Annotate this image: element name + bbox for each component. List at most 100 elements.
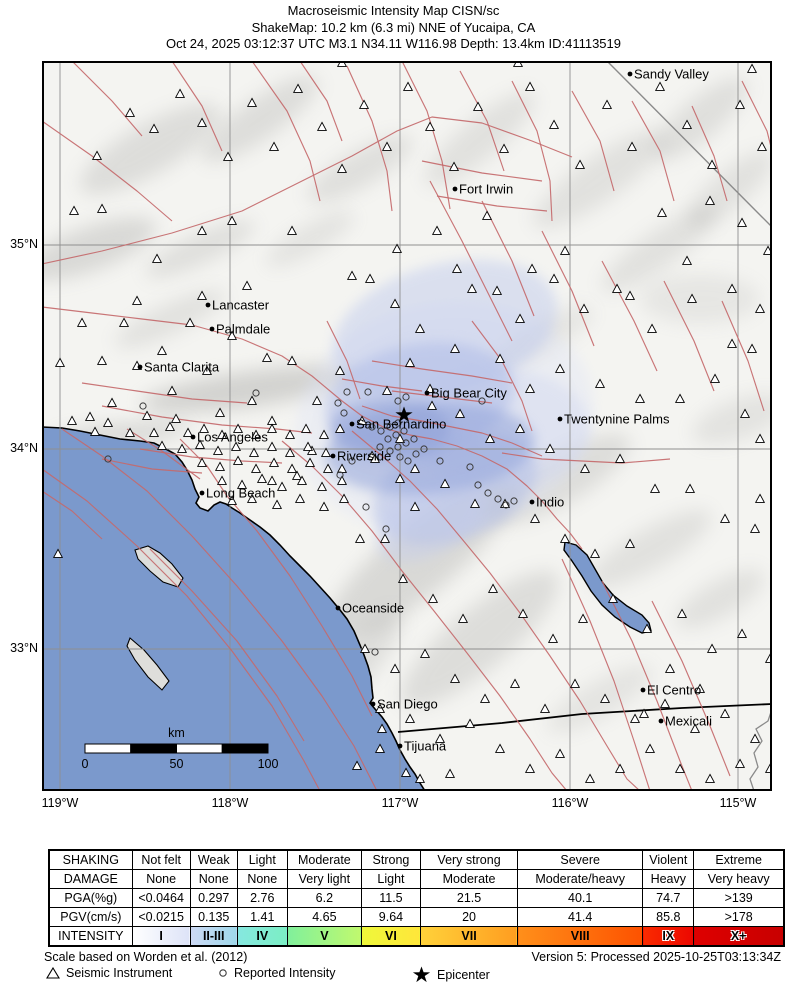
city-label: Palmdale [216,322,270,337]
seismic-station-marker [148,427,160,437]
seismic-station-marker [316,121,328,131]
seismic-station-marker [271,499,283,509]
table-row-damage: DAMAGE None None None Very light Light Moderat… [48,869,785,889]
seismic-station-marker [749,523,761,533]
seismic-station-marker [351,760,363,770]
terrain-shading [588,509,712,589]
table-cell: 41.4 [517,907,644,927]
seismic-station-marker [76,317,88,327]
legend-seismic-instrument: Seismic Instrument [46,966,172,980]
x-axis-tick: 116°W [551,796,589,810]
reported-intensity-marker [252,389,260,397]
terrain-shading [145,220,255,278]
seismic-station-marker [184,317,196,327]
table-cell: Violent [642,849,695,870]
city-label: Riverside [337,449,391,464]
seismic-station-marker [548,273,560,283]
fault-line [721,300,765,412]
city-label: Fort Irwin [459,182,513,197]
seismic-station-marker [569,678,581,688]
seismic-station-marker [638,708,650,718]
fault-line [171,61,223,152]
seismic-station-marker [544,443,556,453]
seismic-station-marker [734,99,746,109]
table-cell: IV [236,926,288,947]
seismic-station-marker [706,643,718,653]
city-dot [529,499,535,505]
y-axis-tick: 33°N [10,641,38,655]
seismic-station-marker [756,141,768,151]
island [126,637,170,691]
seismic-station-marker [454,408,466,418]
triangle-icon [46,967,60,979]
seismic-station-marker [746,343,758,353]
row-label: PGV(cm/s) [48,907,133,927]
seismic-station-marker [374,703,386,713]
seismic-station-marker [354,533,366,543]
city-dot [205,302,211,308]
table-cell: Not felt [131,849,191,870]
reported-intensity-marker [436,457,444,465]
seismic-station-marker [226,495,238,505]
x-axis-tick: 119°W [41,796,79,810]
terrain-shading [533,129,667,229]
seismic-station-marker [248,447,260,457]
seismic-station-marker [397,573,409,583]
table-cell: None [236,869,288,889]
table-cell: 0.297 [189,888,238,908]
reported-intensity-marker [376,443,384,451]
seismic-station-marker [749,733,761,743]
table-cell: I [131,926,191,947]
table-cell: 21.5 [419,888,519,908]
seismic-station-marker [646,323,658,333]
reported-intensity-marker [334,399,342,407]
seismic-station-marker [356,415,368,425]
seismic-station-marker [409,463,421,473]
seismic-station-marker [294,493,306,503]
fault-line [42,490,103,540]
seismic-station-marker [424,121,436,131]
seismic-station-marker [198,423,210,433]
seismic-station-marker [656,207,668,217]
city-dot [658,718,664,724]
seismic-station-marker [466,283,478,293]
seismic-station-marker [554,748,566,758]
fault-line [651,600,731,777]
seismic-station-marker [684,483,696,493]
seismic-station-marker [674,393,686,403]
seismic-station-marker [391,243,403,253]
seismic-station-marker [644,743,656,753]
reported-intensity-marker [104,455,112,463]
reported-intensity-marker [392,431,400,439]
footer-version-note: Version 5: Processed 2025-10-25T03:13:34… [531,950,781,964]
city-label: Oceanside [342,601,404,616]
fault-line [346,65,393,212]
seismic-station-marker [284,429,296,439]
reported-intensity-marker [340,409,348,417]
table-cell: >178 [693,907,785,927]
city-label: Big Bear City [431,386,507,401]
seismic-station-marker [494,743,506,753]
seismic-station-marker [334,423,346,433]
x-axis-tick: 115°W [719,796,757,810]
fault-line [371,360,513,384]
city-dot [209,326,215,332]
reported-intensity-marker [466,463,474,471]
seismic-station-marker [201,365,213,375]
seismic-station-marker [554,363,566,373]
scale-bar-label: 100 [258,757,279,771]
reported-intensity-marker [396,453,404,461]
scale-bar [176,743,223,754]
seismic-station-marker [379,533,391,543]
fault-line [179,438,373,717]
seismic-station-marker [402,81,414,91]
seismic-station-marker [524,763,536,773]
table-row-intensity: INTENSITY I II-III IV V VI VII VIII IX X+ [48,926,785,947]
fault-line [481,200,535,317]
seismic-station-marker [584,773,596,783]
seismic-station-marker [216,475,228,485]
seismic-station-marker [736,628,748,638]
seismic-station-marker [409,501,421,511]
seismic-station-marker [709,373,721,383]
